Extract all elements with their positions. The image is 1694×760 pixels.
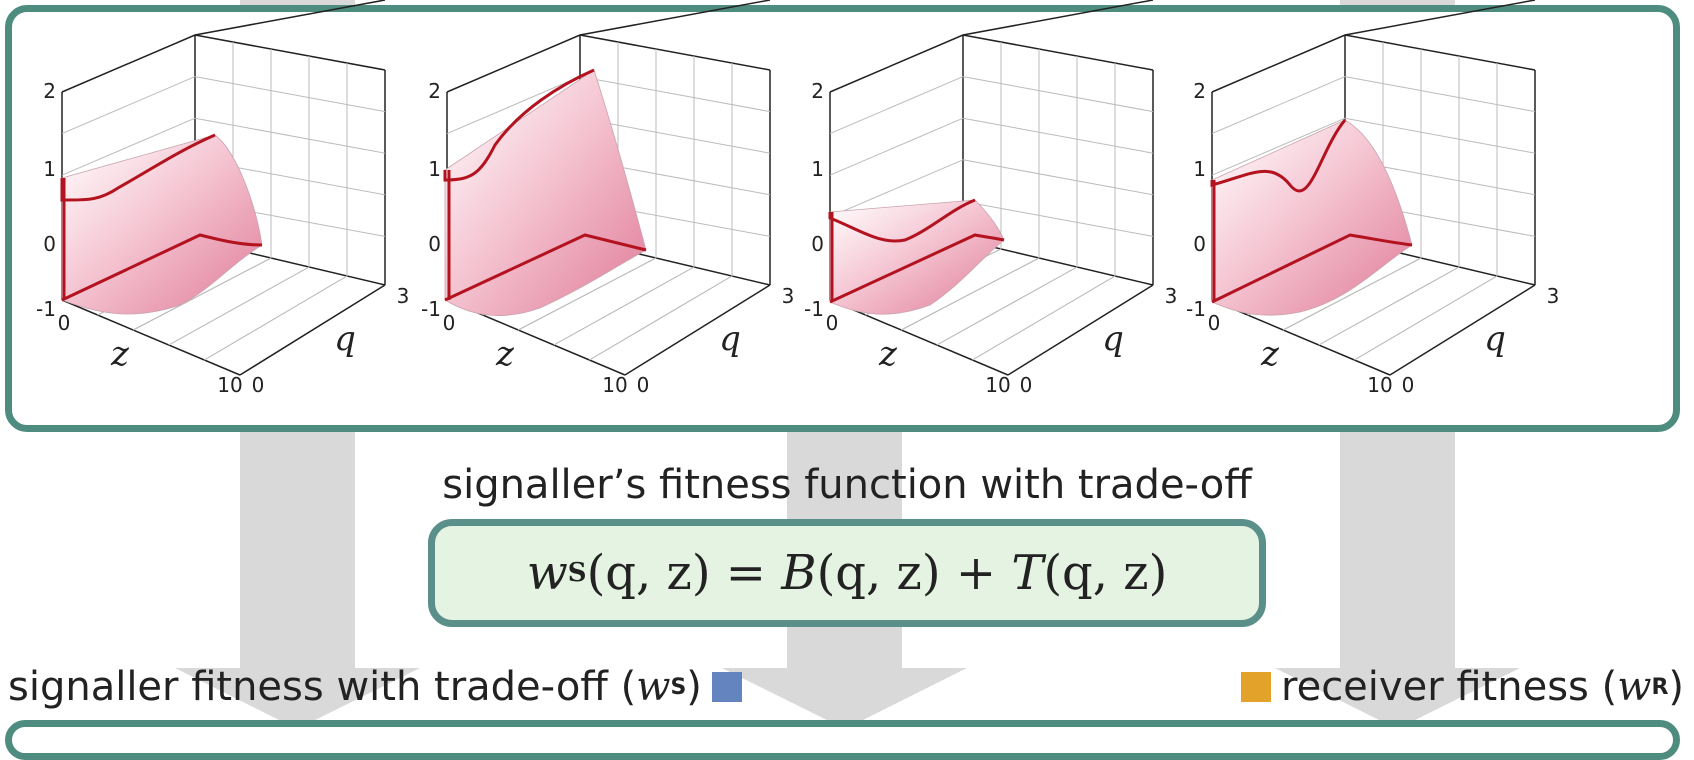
z-axis-label: z	[110, 334, 130, 374]
fitness-surface	[829, 199, 1005, 315]
w-tick-label: -1	[421, 297, 441, 321]
formula-w-sub: S	[567, 558, 587, 588]
legend-signaller-swatch	[711, 672, 742, 702]
trade-off-curve-upper	[828, 198, 976, 243]
q-axis-label: q	[1102, 319, 1124, 359]
legend-receiver-sym: w	[1617, 664, 1652, 710]
legend-receiver-label: receiver fitness (	[1281, 664, 1618, 710]
w-tick-label: 2	[43, 79, 56, 103]
formula-w: w	[526, 545, 568, 601]
fitness-surface	[444, 69, 647, 316]
z-tick-label: 10	[985, 373, 1010, 397]
z-axis-label: z	[878, 334, 898, 374]
q-tick-label: 0	[252, 373, 265, 397]
w-tick-label: 0	[428, 232, 441, 256]
trade-off-curve-upper	[443, 68, 595, 182]
flow-arrows	[175, 0, 1520, 729]
formula-T: T	[1011, 545, 1044, 601]
formula-T-args: (q, z)	[1043, 545, 1168, 601]
legend-signaller-sub: S	[670, 674, 687, 700]
z-tick-label: 0	[1208, 311, 1221, 335]
formula-lhs-args: (q, z) =	[586, 545, 767, 601]
w-tick-label: 2	[428, 79, 441, 103]
legend-signaller: signaller fitness with trade-off (w S)	[8, 664, 752, 710]
w-tick-label: 2	[811, 79, 824, 103]
trade-off-curve-lower	[444, 233, 647, 302]
z-axis-label: z	[495, 334, 515, 374]
q-tick-label: 3	[1547, 284, 1560, 308]
trade-off-curve-lower	[1211, 233, 1413, 304]
legend-receiver-close: )	[1668, 664, 1684, 710]
trade-off-curve-lower	[829, 233, 1005, 304]
z-tick-label: 0	[826, 311, 839, 335]
formula-B-args: (q, z) +	[816, 545, 997, 601]
w-tick-label: -1	[1186, 297, 1206, 321]
formula-box: w S (q, z) = B (q, z) + T (q, z)	[428, 519, 1266, 627]
q-tick-label: 0	[1020, 373, 1033, 397]
z-tick-label: 10	[602, 373, 627, 397]
z-tick-label: 10	[217, 373, 242, 397]
z-tick-label: 10	[1367, 373, 1392, 397]
q-tick-label: 0	[1402, 373, 1415, 397]
w-tick-label: -1	[36, 297, 56, 321]
w-tick-label: -1	[804, 297, 824, 321]
w-tick-label: 1	[1193, 157, 1206, 181]
w-tick-label: 0	[811, 232, 824, 256]
legend-signaller-sym: w	[636, 664, 671, 710]
q-tick-label: 3	[1165, 284, 1178, 308]
q-axis-label: q	[334, 319, 356, 359]
q-tick-label: 0	[637, 373, 650, 397]
w-tick-label: 1	[428, 157, 441, 181]
fitness-surface	[61, 134, 263, 315]
z-tick-label: 0	[58, 311, 71, 335]
z-tick-label: 0	[443, 311, 456, 335]
q-tick-label: 3	[397, 284, 410, 308]
legend-receiver-sub: R	[1651, 674, 1669, 700]
q-axis-label: q	[1484, 319, 1506, 359]
z-axis-label: z	[1260, 334, 1280, 374]
trade-off-curve-upper	[1210, 119, 1347, 193]
q-tick-label: 3	[782, 284, 795, 308]
w-tick-label: 0	[43, 232, 56, 256]
w-tick-label: 1	[811, 157, 824, 181]
trade-off-curve-upper	[60, 133, 216, 202]
formula-B: B	[781, 545, 817, 601]
w-tick-label: 0	[1193, 232, 1206, 256]
q-axis-label: q	[719, 319, 741, 359]
caption: signaller’s fitness function with trade-…	[442, 462, 1252, 508]
trade-off-curve-lower	[61, 233, 263, 302]
legend-signaller-label: signaller fitness with trade-off (	[8, 664, 637, 710]
legend-receiver: receiver fitness (w R)	[1231, 664, 1684, 710]
fitness-surface	[1211, 119, 1413, 316]
w-tick-label: 2	[1193, 79, 1206, 103]
w-tick-label: 1	[43, 157, 56, 181]
legend-receiver-swatch	[1241, 672, 1272, 702]
legend-signaller-close: )	[686, 664, 702, 710]
bottom-panel	[5, 720, 1680, 760]
